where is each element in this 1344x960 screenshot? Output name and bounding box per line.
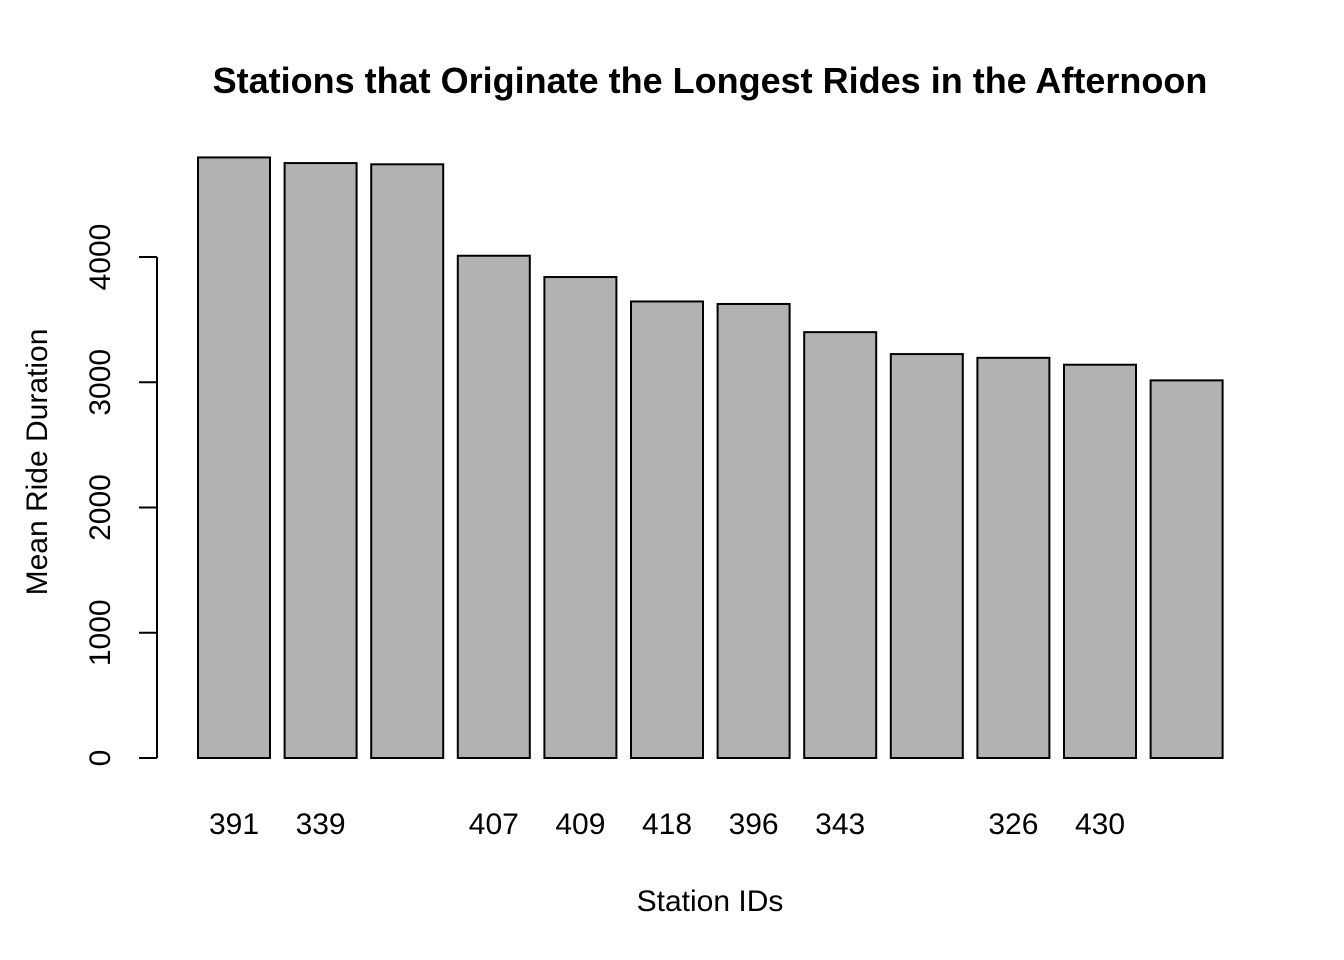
x-tick-label: 326 — [988, 808, 1038, 841]
bar — [543, 276, 618, 759]
bar — [370, 163, 445, 759]
bar — [1063, 363, 1137, 759]
y-tick-label: 3000 — [84, 349, 117, 416]
y-tick-label: 2000 — [84, 474, 117, 541]
y-tick-label: 0 — [84, 750, 117, 767]
x-tick-label: 391 — [209, 808, 259, 841]
x-tick-label: 409 — [555, 808, 605, 841]
x-tick-label: 343 — [815, 808, 865, 841]
x-tick-label: 407 — [469, 808, 519, 841]
bar — [803, 331, 878, 759]
bar — [976, 356, 1051, 759]
y-axis: 0 1000 2000 3000 4000 — [84, 224, 158, 767]
bar — [456, 254, 531, 759]
x-tick-labels: 391 339 407 409 418 396 343 326 430 — [209, 808, 1125, 841]
x-axis-label: Station IDs — [637, 885, 784, 918]
bar — [716, 302, 791, 759]
x-tick-label: 430 — [1075, 808, 1125, 841]
bar — [283, 162, 358, 759]
y-tick-label: 1000 — [84, 599, 117, 666]
x-tick-label: 418 — [642, 808, 692, 841]
y-tick-label: 4000 — [84, 224, 117, 291]
bar — [1149, 379, 1224, 759]
bar — [197, 156, 271, 759]
bars — [197, 156, 1224, 759]
x-tick-label: 339 — [296, 808, 346, 841]
x-tick-label: 396 — [729, 808, 779, 841]
bar — [630, 300, 704, 759]
chart-title: Stations that Originate the Longest Ride… — [213, 60, 1208, 101]
bar — [889, 353, 964, 759]
y-axis-label: Mean Ride Duration — [21, 329, 54, 596]
